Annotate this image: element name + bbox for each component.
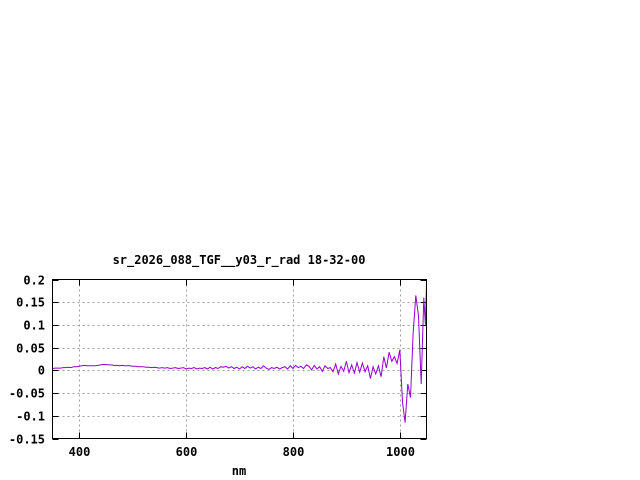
x-tick-label: 800 — [283, 445, 305, 459]
x-tick-label: 400 — [69, 445, 91, 459]
y-axis: -0.15 -0.1 -0.05 0 0.05 0.1 0.15 0.2 — [9, 274, 427, 447]
chart-title: sr_2026_088_TGF__y03_r_rad 18-32-00 — [113, 253, 366, 268]
y-tick-label: -0.1 — [16, 410, 45, 424]
plot-frame — [52, 279, 427, 439]
y-tick-label: 0 — [38, 364, 45, 378]
x-axis-label: nm — [232, 464, 246, 478]
y-tick-label: -0.05 — [9, 387, 45, 401]
y-tick-label: -0.15 — [9, 433, 45, 447]
y-tick-label: 0.05 — [16, 342, 45, 356]
grid — [52, 279, 427, 439]
y-tick-label: 0.15 — [16, 296, 45, 310]
series-line — [52, 283, 427, 423]
y-tick-label: 0.2 — [23, 274, 45, 288]
x-axis: 400 600 800 1000 — [69, 279, 415, 459]
y-tick-label: 0.1 — [23, 319, 45, 333]
x-tick-label: 600 — [176, 445, 198, 459]
x-tick-label: 1000 — [386, 445, 415, 459]
